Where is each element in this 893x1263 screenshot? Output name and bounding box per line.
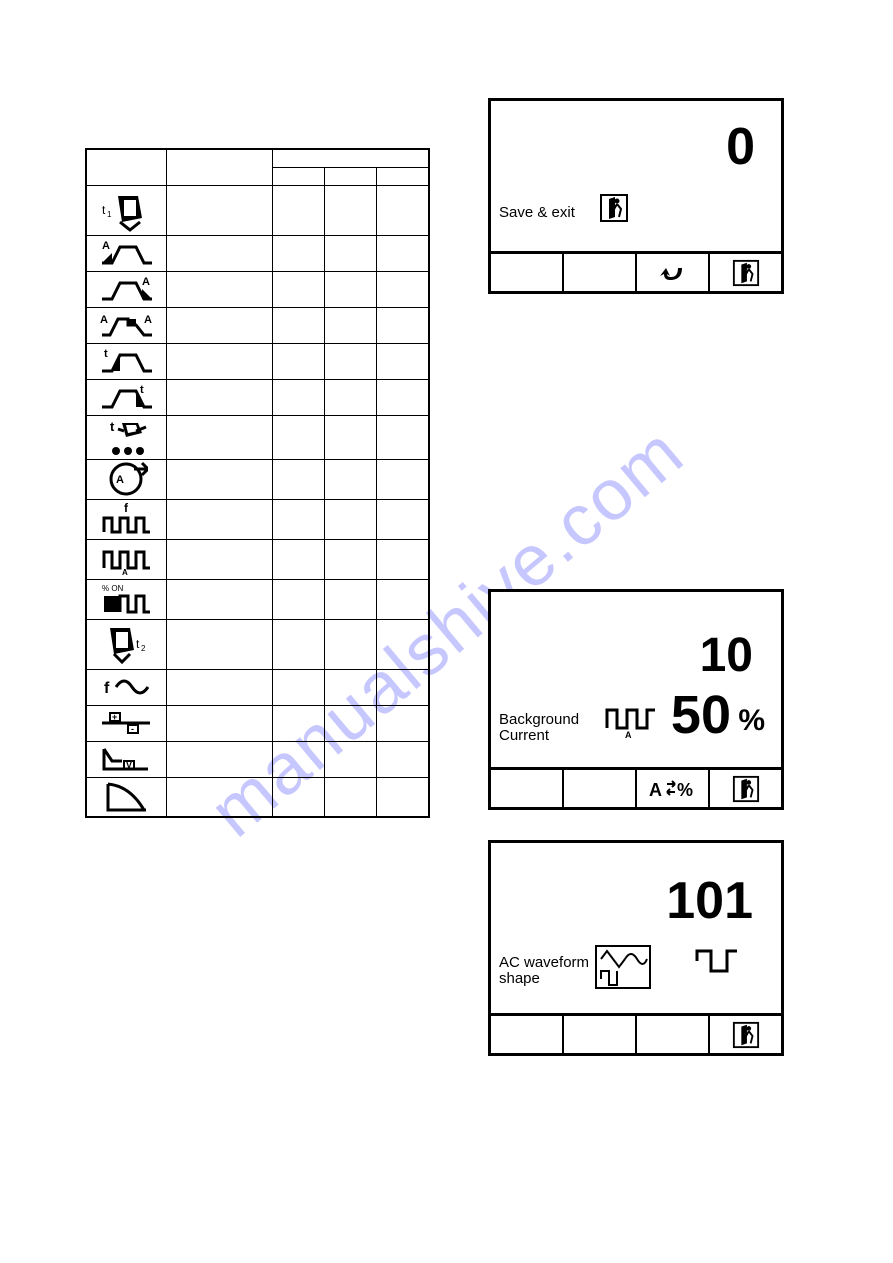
- spot-time-icon: t: [98, 417, 154, 457]
- table-row: A: [86, 271, 429, 307]
- svg-text:f: f: [104, 680, 110, 697]
- end-current-icon: A: [98, 275, 154, 303]
- arc-force-icon: V: [98, 745, 154, 773]
- exit-icon: [732, 1021, 760, 1049]
- pulse-freq-icon: f: [98, 502, 154, 536]
- svg-text:V: V: [126, 760, 132, 770]
- second-current-icon: A A: [98, 311, 154, 339]
- square-wave-icon: [693, 947, 741, 977]
- table-row: t2: [86, 619, 429, 669]
- panel2-btn-1[interactable]: [491, 770, 564, 807]
- svg-text:2: 2: [141, 644, 146, 653]
- table-row: t: [86, 343, 429, 379]
- table-row: A: [86, 235, 429, 271]
- svg-text:A: A: [142, 276, 150, 288]
- table-row: t: [86, 379, 429, 415]
- table-header-c: [377, 167, 429, 185]
- ac-waveform-shapes-icon: [595, 945, 651, 989]
- exit-icon: [599, 193, 629, 223]
- upslope-icon: t: [98, 347, 154, 375]
- ac-balance-icon: + -: [98, 710, 154, 736]
- panel2-value-top: 10: [700, 628, 753, 683]
- table-row: t1: [86, 185, 429, 235]
- panel1-btn-1[interactable]: [491, 254, 564, 291]
- svg-text:A: A: [122, 568, 128, 576]
- table-header-b: [324, 167, 376, 185]
- panel3-btn-exit[interactable]: [710, 1016, 781, 1053]
- table-row: V: [86, 741, 429, 777]
- panel3-btn-2[interactable]: [564, 1016, 637, 1053]
- svg-text:1: 1: [107, 210, 112, 219]
- panel3-value: 101: [666, 871, 753, 931]
- ac-freq-icon: f: [98, 675, 154, 699]
- svg-text:% ON: % ON: [102, 584, 124, 593]
- svg-text:A: A: [144, 314, 152, 326]
- panel1-label: Save & exit: [499, 205, 575, 221]
- slope-icon: [102, 780, 150, 814]
- table-row: f: [86, 499, 429, 539]
- svg-text:t: t: [102, 203, 106, 217]
- table-row: % ON: [86, 579, 429, 619]
- pulse-ratio-icon: % ON: [98, 582, 154, 616]
- svg-text:A: A: [102, 240, 110, 252]
- table-row: f: [86, 669, 429, 705]
- post-gas-icon: t2: [100, 622, 152, 666]
- panel2-label: Background Current: [499, 712, 579, 744]
- undo-icon: [658, 260, 688, 286]
- table-header-name: [166, 149, 272, 185]
- table-header-icon: [86, 149, 166, 185]
- panel2-value-main: 50: [671, 684, 731, 746]
- table-row: A A: [86, 307, 429, 343]
- panel3-label: AC waveform shape: [499, 955, 589, 987]
- svg-text:t: t: [136, 637, 140, 651]
- panel-save-exit: 0 Save & exit: [488, 98, 784, 294]
- svg-text:-: -: [131, 724, 134, 734]
- exit-icon: [732, 259, 760, 287]
- svg-text:+: +: [112, 712, 117, 722]
- pre-gas-icon: t1: [100, 188, 152, 232]
- exit-icon: [732, 775, 760, 803]
- a-pct-icon: A %: [647, 776, 699, 802]
- svg-text:%: %: [677, 780, 693, 800]
- start-current-icon: A: [98, 239, 154, 267]
- table-row: [86, 777, 429, 817]
- table-row: + -: [86, 705, 429, 741]
- panel-background-current: 10 50 % Background Current A A %: [488, 589, 784, 810]
- downslope-icon: t: [98, 383, 154, 411]
- panel3-btn-1[interactable]: [491, 1016, 564, 1053]
- panel-ac-waveform: 101 AC waveform shape: [488, 840, 784, 1056]
- panel2-btn-2[interactable]: [564, 770, 637, 807]
- panel1-btn-exit[interactable]: [710, 254, 781, 291]
- background-current-icon: A: [603, 702, 657, 740]
- svg-text:f: f: [124, 502, 129, 515]
- table-header-span: [272, 149, 429, 167]
- svg-text:t: t: [140, 384, 144, 396]
- panel1-value: 0: [726, 117, 755, 177]
- table-header-a: [272, 167, 324, 185]
- svg-text:t: t: [104, 348, 108, 360]
- panel2-btn-exit[interactable]: [710, 770, 781, 807]
- table-row: t: [86, 415, 429, 459]
- svg-text:A: A: [116, 474, 124, 486]
- parameter-table: t1 A A: [85, 148, 430, 818]
- panel3-btn-3[interactable]: [637, 1016, 710, 1053]
- svg-text:A: A: [100, 314, 108, 326]
- svg-text:A: A: [625, 730, 632, 740]
- panel2-btn-a-pct[interactable]: A %: [637, 770, 710, 807]
- svg-text:t: t: [110, 419, 115, 434]
- table-row: A: [86, 539, 429, 579]
- svg-text:A: A: [649, 780, 662, 800]
- peak-current-icon: A: [104, 461, 148, 497]
- background-current-icon: A: [98, 542, 154, 576]
- panel2-unit: %: [738, 704, 765, 738]
- panel1-btn-2[interactable]: [564, 254, 637, 291]
- panel1-btn-undo[interactable]: [637, 254, 710, 291]
- table-row: A: [86, 459, 429, 499]
